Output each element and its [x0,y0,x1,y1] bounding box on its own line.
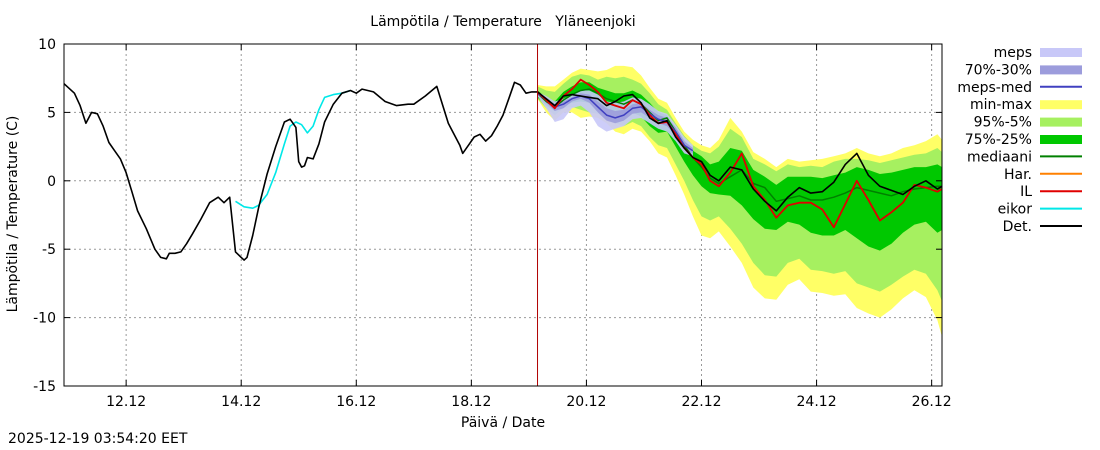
x-tick-label: 22.12 [681,394,721,410]
x-tick-label: 18.12 [451,394,491,410]
legend-label-95-5: 95%-5% [974,115,1032,131]
x-tick-label: 14.12 [221,394,261,410]
x-tick-label: 24.12 [797,394,837,410]
y-tick-label: -5 [42,242,56,258]
legend-label-eikor: eikor [998,202,1033,218]
y-tick-label: -15 [33,379,56,395]
legend-swatch-min-max [1040,100,1082,110]
x-tick-label: 16.12 [336,394,376,410]
y-tick-label: 10 [38,37,56,53]
series-il [536,78,943,229]
legend-swatch-70-30 [1040,65,1082,75]
y-tick-label: -10 [33,311,56,327]
legend-label-il: IL [1020,184,1032,200]
legend-label-min-max: min-max [970,97,1032,113]
y-tick-label: 0 [47,174,56,190]
x-axis-label: Päivä / Date [461,415,545,431]
band-meps [537,90,693,157]
legend-swatch-95-5 [1040,117,1082,127]
legend-label-75-25: 75%-25% [965,132,1032,148]
y-axis-label: Lämpötila / Temperature (C) [5,116,21,313]
legend-label-mediaani: mediaani [967,149,1032,165]
legend-label-det: Det. [1003,219,1032,235]
legend-label-70-30: 70%-30% [965,62,1032,78]
plot-frame [63,43,943,387]
y-tick-label: 5 [47,105,56,121]
x-tick-label: 12.12 [106,394,146,410]
legend-label-meps-med: meps-med [957,80,1032,96]
series-det [63,81,538,261]
x-tick-label: 20.12 [566,394,606,410]
legend-label-meps: meps [994,45,1032,61]
timestamp: 2025-12-19 03:54:20 EET [8,431,188,447]
series-det-forecast [537,91,943,212]
legend-label-har: Har. [1004,167,1032,183]
series-mediaani [536,88,942,203]
legend-swatch-meps [1040,48,1082,57]
x-tick-label: 26.12 [912,394,952,410]
band-75-25 [537,82,942,251]
chart-title: Lämpötila / Temperature Yläneenjoki [370,14,635,30]
legend-swatch-75-25 [1040,135,1082,144]
series-eikor [235,89,351,209]
band-70-30 [537,91,693,154]
